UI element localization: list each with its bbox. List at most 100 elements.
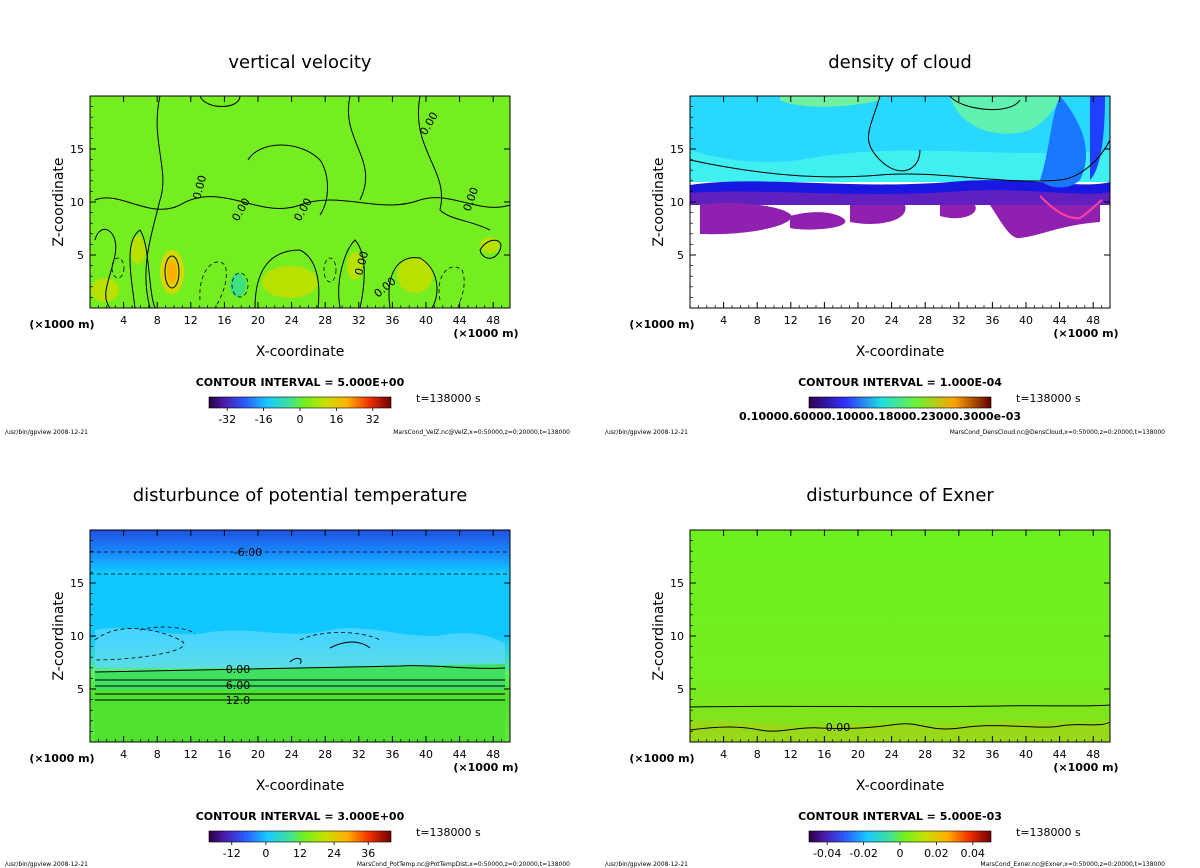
contour-lines bbox=[94, 95, 511, 309]
x-tick-label: 20 bbox=[851, 314, 865, 327]
x-tick-label: 48 bbox=[486, 748, 500, 761]
footer-right: MarsCond_Exner.nc@Exner,x=0:50000,z=0:20… bbox=[980, 861, 1165, 868]
x-tick-label: 4 bbox=[720, 314, 727, 327]
x-tick-label: 28 bbox=[918, 314, 932, 327]
y-ticks: 5 10 15 bbox=[670, 106, 1110, 298]
contour-interval: CONTOUR INTERVAL = 5.000E-03 bbox=[798, 810, 1002, 823]
contour-label: 12.0 bbox=[226, 694, 251, 707]
footer-left: /usr/bin/gpview 2008-12-21 bbox=[605, 861, 688, 868]
time-label: t=138000 s bbox=[416, 392, 481, 405]
heatmap-field bbox=[90, 530, 510, 742]
x-tick-label: 8 bbox=[154, 748, 161, 761]
y-axis-label: Z-coordinate bbox=[51, 157, 67, 246]
x-tick-label: 4 bbox=[120, 748, 127, 761]
colorbar-tick-label: 32 bbox=[366, 413, 380, 426]
x-axis-label: X-coordinate bbox=[256, 344, 345, 360]
colorbar bbox=[208, 396, 392, 409]
x-tick-label: 44 bbox=[1053, 314, 1067, 327]
x-tick-label: 40 bbox=[419, 748, 433, 761]
contour-labels: -6.00 0.00 6.00 12.0 bbox=[226, 546, 262, 707]
x-unit-left: (×1000 m) bbox=[629, 752, 694, 765]
contour-label: 0.00 bbox=[826, 721, 851, 734]
panel-title: density of cloud bbox=[828, 52, 972, 73]
x-tick-label: 24 bbox=[885, 314, 899, 327]
panel-exner: disturbunce of Exner 0.00 4 8 12 16 20 24 28 32… bbox=[605, 485, 1165, 868]
panel-title: disturbunce of Exner bbox=[806, 485, 994, 506]
colorbar-tick-label: 0 bbox=[897, 847, 904, 860]
x-unit-left: (×1000 m) bbox=[29, 318, 94, 331]
colorbar-tick-label: 0.02 bbox=[924, 847, 949, 860]
x-tick-label: 40 bbox=[419, 314, 433, 327]
y-tick-label: 15 bbox=[70, 143, 84, 156]
footer-left: /usr/bin/gpview 2008-12-21 bbox=[605, 429, 688, 436]
x-tick-label: 28 bbox=[918, 748, 932, 761]
x-unit-right: (×1000 m) bbox=[453, 761, 518, 774]
colorbar-tick-label: -16 bbox=[255, 413, 273, 426]
x-tick-label: 32 bbox=[352, 314, 366, 327]
x-tick-label: 4 bbox=[720, 748, 727, 761]
x-tick-label: 32 bbox=[352, 748, 366, 761]
x-ticks: 4 8 12 16 20 24 28 32 36 40 44 48 bbox=[98, 96, 502, 327]
y-tick-label: 10 bbox=[670, 630, 684, 643]
colorbar-tick-label: -12 bbox=[223, 847, 241, 860]
x-tick-label: 16 bbox=[217, 748, 231, 761]
colorbar-tick-label: 16 bbox=[329, 413, 343, 426]
contour-lines bbox=[689, 704, 1111, 732]
x-tick-label: 8 bbox=[154, 314, 161, 327]
time-label: t=138000 s bbox=[1016, 392, 1081, 405]
colorbar-tick-labels: 0.10000.60000.10000.18000.23000.3000e-03 bbox=[739, 410, 1021, 423]
contour-lines bbox=[94, 641, 506, 701]
colorbar-tick-label: 12 bbox=[293, 847, 307, 860]
y-tick-label: 10 bbox=[670, 196, 684, 209]
contour-label: 0.00 bbox=[352, 250, 371, 277]
x-tick-label: 12 bbox=[784, 314, 798, 327]
heatmap-field bbox=[690, 96, 1110, 308]
colorbar-tick-label: -32 bbox=[218, 413, 236, 426]
x-tick-label: 32 bbox=[952, 748, 966, 761]
x-tick-label: 20 bbox=[851, 748, 865, 761]
x-tick-label: 16 bbox=[217, 314, 231, 327]
colorbar bbox=[808, 396, 992, 409]
x-tick-label: 24 bbox=[285, 314, 299, 327]
x-tick-label: 36 bbox=[985, 748, 999, 761]
panel-title: disturbunce of potential temperature bbox=[133, 485, 468, 506]
heatmap-field bbox=[690, 530, 1110, 742]
y-tick-label: 5 bbox=[77, 249, 84, 262]
y-tick-label: 5 bbox=[677, 249, 684, 262]
x-tick-label: 36 bbox=[385, 314, 399, 327]
colorbar-tick-label: 0.04 bbox=[961, 847, 986, 860]
contour-label: 0.00 bbox=[226, 663, 251, 676]
y-ticks: 5 10 15 bbox=[670, 540, 1110, 732]
x-ticks: 4 8 12 16 20 24 28 32 36 40 44 48 bbox=[98, 530, 502, 761]
x-tick-label: 48 bbox=[1086, 748, 1100, 761]
x-tick-label: 20 bbox=[251, 748, 265, 761]
x-tick-label: 48 bbox=[1086, 314, 1100, 327]
footer-left: /usr/bin/gpview 2008-12-21 bbox=[5, 429, 88, 436]
x-tick-label: 24 bbox=[285, 748, 299, 761]
colorbar-tick-label: -0.04 bbox=[813, 847, 841, 860]
x-tick-label: 4 bbox=[120, 314, 127, 327]
x-tick-label: 40 bbox=[1019, 748, 1033, 761]
contour-label: -6.00 bbox=[234, 546, 262, 559]
y-tick-label: 15 bbox=[70, 577, 84, 590]
x-tick-label: 24 bbox=[885, 748, 899, 761]
x-axis-label: X-coordinate bbox=[256, 778, 345, 794]
y-tick-label: 15 bbox=[670, 143, 684, 156]
time-label: t=138000 s bbox=[1016, 826, 1081, 839]
x-tick-label: 16 bbox=[817, 748, 831, 761]
x-tick-label: 40 bbox=[1019, 314, 1033, 327]
x-tick-label: 28 bbox=[318, 748, 332, 761]
x-unit-left: (×1000 m) bbox=[629, 318, 694, 331]
footer-left: /usr/bin/gpview 2008-12-21 bbox=[5, 861, 88, 868]
x-tick-label: 16 bbox=[817, 314, 831, 327]
footer-right: MarsCond_VelZ.nc@VelZ,x=0:50000,z=0:2000… bbox=[393, 429, 570, 436]
panel-potential-temperature: disturbunce of potential temperature -6.… bbox=[5, 485, 570, 868]
panel-vertical-velocity: vertical velocity bbox=[5, 52, 570, 436]
colorbar-ticks: -12 0 12 24 36 bbox=[223, 842, 375, 860]
colorbar-ticks: -32 -16 0 16 32 bbox=[218, 408, 380, 426]
contour-lines-negative bbox=[90, 551, 510, 661]
x-tick-label: 32 bbox=[952, 314, 966, 327]
y-axis-label: Z-coordinate bbox=[651, 591, 667, 680]
contour-lines bbox=[689, 95, 1111, 182]
